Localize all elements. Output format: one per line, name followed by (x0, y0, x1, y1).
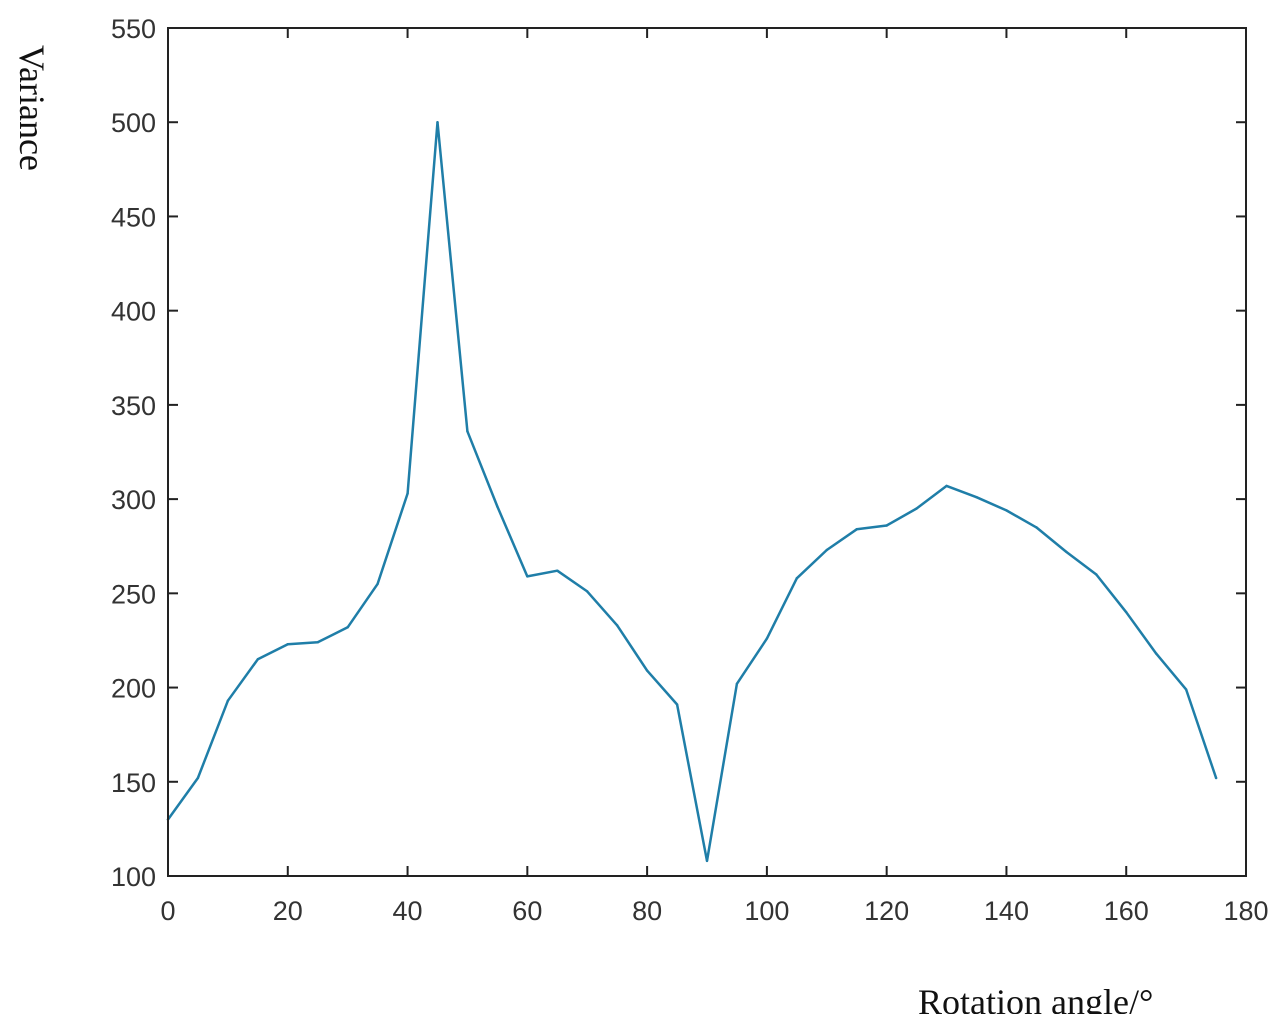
y-tick-label: 350 (111, 391, 156, 421)
data-point (1095, 573, 1097, 575)
data-point (346, 626, 348, 628)
x-tick-label: 100 (744, 896, 789, 926)
data-point (376, 583, 378, 585)
x-tick-label: 0 (160, 896, 175, 926)
data-point (526, 575, 528, 577)
data-point (287, 643, 289, 645)
data-point (1065, 551, 1067, 553)
x-tick-label: 180 (1223, 896, 1268, 926)
x-tick-label: 120 (864, 896, 909, 926)
data-point (766, 637, 768, 639)
y-tick-label: 300 (111, 485, 156, 515)
data-point (796, 577, 798, 579)
series-layer (167, 121, 1217, 862)
data-point (317, 641, 319, 643)
y-tick-label: 100 (111, 862, 156, 892)
x-tick-label: 160 (1104, 896, 1149, 926)
data-point (556, 570, 558, 572)
data-point (736, 683, 738, 685)
y-tick-label: 150 (111, 768, 156, 798)
data-point (826, 549, 828, 551)
x-axis-title: Rotation angle/° (918, 982, 1153, 1014)
data-point (676, 703, 678, 705)
data-point (915, 507, 917, 509)
data-point (706, 860, 708, 862)
y-tick-label: 550 (111, 14, 156, 44)
x-tick-label: 80 (632, 896, 662, 926)
series-line (168, 122, 1216, 861)
y-tick-label: 250 (111, 579, 156, 609)
data-point (1215, 777, 1217, 779)
data-point (406, 492, 408, 494)
data-point (945, 485, 947, 487)
data-point (1125, 611, 1127, 613)
y-tick-label: 450 (111, 202, 156, 232)
data-point (586, 590, 588, 592)
data-point (1005, 509, 1007, 511)
x-tick-label: 20 (273, 896, 303, 926)
data-point (257, 658, 259, 660)
data-point (436, 121, 438, 123)
data-point (975, 496, 977, 498)
data-point (197, 777, 199, 779)
data-point (1155, 652, 1157, 654)
x-tick-label: 60 (512, 896, 542, 926)
data-point (1185, 688, 1187, 690)
data-point (646, 669, 648, 671)
data-point (1035, 526, 1037, 528)
ticks-layer: 0 20 40 60 80 100 120 140 160 180 100 150 200 250 300 3… (111, 14, 1269, 926)
x-tick-label: 40 (393, 896, 423, 926)
data-point (885, 524, 887, 526)
data-point (227, 700, 229, 702)
y-tick-label: 500 (111, 108, 156, 138)
data-point (466, 430, 468, 432)
x-tick-label: 140 (984, 896, 1029, 926)
y-tick-label: 400 (111, 297, 156, 327)
data-point (496, 505, 498, 507)
data-point (616, 624, 618, 626)
y-axis-title: Variance (12, 45, 52, 171)
plot-frame (168, 28, 1246, 876)
data-point (856, 528, 858, 530)
y-tick-label: 200 (111, 674, 156, 704)
